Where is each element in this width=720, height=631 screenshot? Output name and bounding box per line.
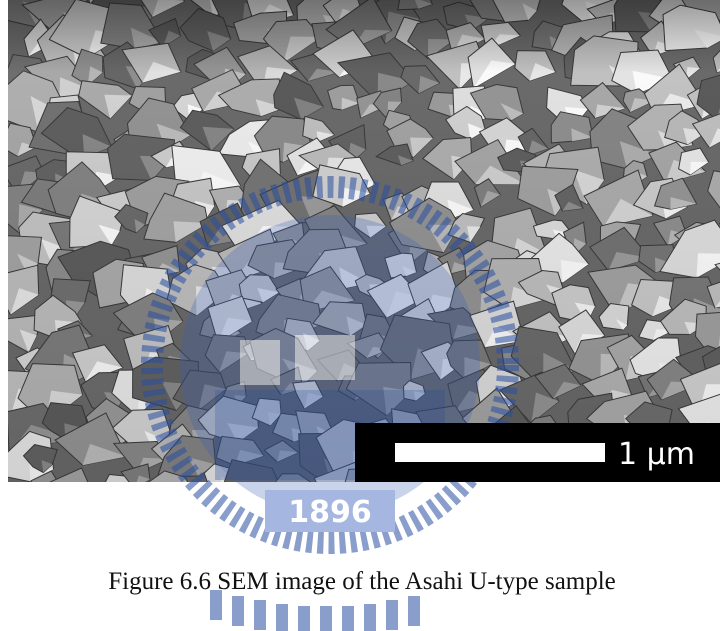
crystal-facet xyxy=(612,491,638,513)
crystal-facet xyxy=(510,494,541,528)
crystal-facet xyxy=(644,489,686,508)
watermark-ticks xyxy=(210,590,420,631)
crystal-facet xyxy=(548,483,565,502)
crystal-facet xyxy=(56,493,97,516)
scale-bar-label: 1 µm xyxy=(618,437,695,472)
watermark-text: 1896 xyxy=(288,495,372,530)
page: 1896 1 µm Figure 6.6 SEM image of the As… xyxy=(0,0,720,631)
watermark-book xyxy=(240,340,280,385)
crystal-facet xyxy=(585,488,600,507)
scale-bar xyxy=(395,443,605,462)
crystal xyxy=(478,476,541,529)
watermark-sign xyxy=(295,335,355,380)
caption: Figure 6.6 SEM image of the Asahi U-type… xyxy=(108,568,616,595)
crystal-facet xyxy=(482,484,501,492)
crystal xyxy=(670,479,704,509)
crystal-facet xyxy=(39,487,66,499)
crystal-facet xyxy=(688,495,704,509)
crystal-facet xyxy=(121,486,141,500)
